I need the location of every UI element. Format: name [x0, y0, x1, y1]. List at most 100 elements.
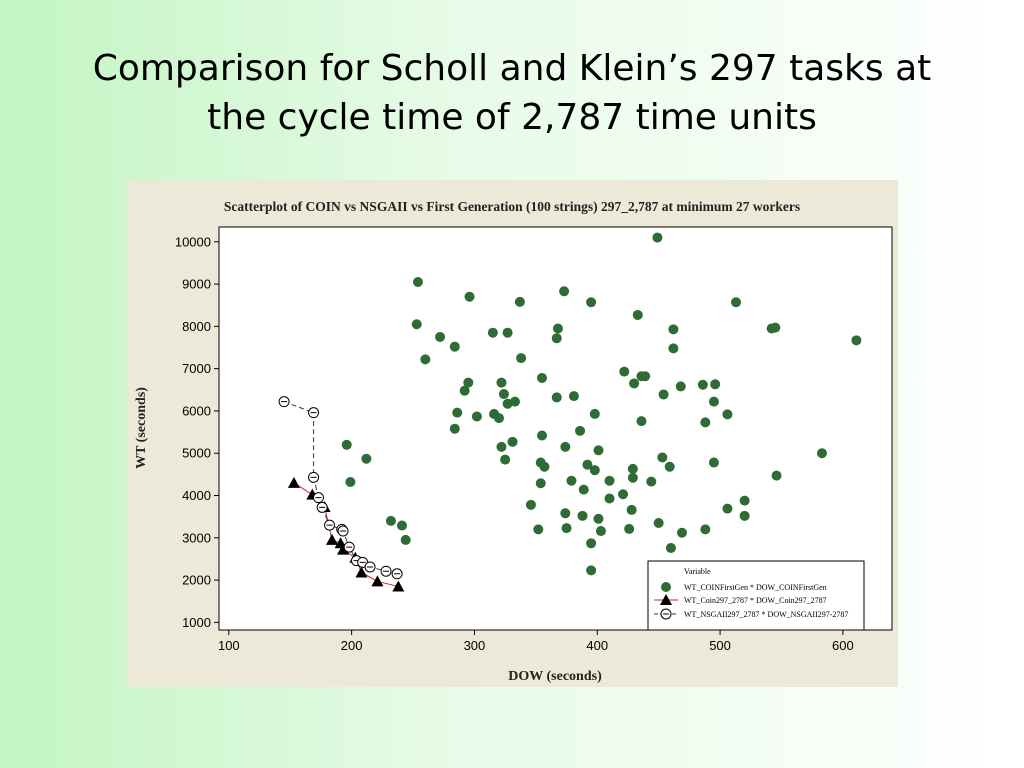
- point-coin-first-gen: [385, 515, 396, 526]
- point-coin-first-gen: [627, 472, 638, 483]
- y-tick-label: 1000: [182, 615, 211, 630]
- point-coin-first-gen: [657, 452, 668, 463]
- point-coin-first-gen: [593, 513, 604, 524]
- point-coin-first-gen: [507, 436, 518, 447]
- legend-label-nsgaii: WT_NSGAII297_2787 * DOW_NSGAII297-2787: [684, 610, 848, 619]
- y-tick-label: 6000: [182, 403, 211, 418]
- point-coin-first-gen: [494, 413, 505, 424]
- point-coin-first-gen: [816, 448, 827, 459]
- point-coin-first-gen: [595, 526, 606, 537]
- point-coin-first-gen: [604, 493, 615, 504]
- point-coin-first-gen: [731, 297, 742, 308]
- point-coin-first-gen: [471, 411, 482, 422]
- point-coin-first-gen: [739, 510, 750, 521]
- point-coin-first-gen: [770, 322, 781, 333]
- point-coin-first-gen: [675, 381, 686, 392]
- y-tick-label: 9000: [182, 277, 211, 292]
- point-coin-first-gen: [627, 463, 638, 474]
- slide-title: Comparison for Scholl and Klein’s 297 ta…: [60, 44, 964, 142]
- point-coin-first-gen: [593, 445, 604, 456]
- legend-label-coin-first-gen: WT_COINFirstGen * DOW_COINFirstGen: [684, 583, 827, 592]
- point-coin-first-gen: [560, 441, 571, 452]
- point-coin-first-gen: [604, 475, 615, 486]
- point-coin-first-gen: [551, 392, 562, 403]
- point-coin-first-gen: [636, 416, 647, 427]
- point-coin-first-gen: [535, 478, 546, 489]
- point-coin-first-gen: [551, 333, 562, 344]
- point-coin-first-gen: [539, 461, 550, 472]
- point-coin-first-gen: [516, 353, 527, 364]
- legend-symbol: [661, 582, 671, 592]
- point-coin-first-gen: [412, 276, 423, 287]
- axes: 100 200 300 400 500 600 1000 2000 3000 4000 5000 60…: [175, 234, 854, 653]
- point-coin-first-gen: [582, 459, 593, 470]
- point-coin-first-gen: [435, 331, 446, 342]
- point-coin-first-gen: [640, 371, 651, 382]
- point-coin-first-gen: [589, 465, 600, 476]
- point-coin-first-gen: [632, 309, 643, 320]
- point-coin-first-gen: [652, 232, 663, 243]
- x-tick-label: 600: [832, 638, 854, 653]
- point-coin-first-gen: [514, 296, 525, 307]
- point-coin-first-gen: [586, 565, 597, 576]
- point-coin-first-gen: [700, 524, 711, 535]
- point-coin-first-gen: [722, 409, 733, 420]
- data-points: [278, 232, 862, 592]
- point-coin-first-gen: [449, 341, 460, 352]
- point-coin-first-gen: [697, 379, 708, 390]
- point-coin: [355, 566, 368, 578]
- point-coin-first-gen: [586, 538, 597, 549]
- point-coin-first-gen: [629, 378, 640, 389]
- point-coin-first-gen: [552, 323, 563, 334]
- point-nsgaii: [364, 561, 376, 573]
- point-coin-first-gen: [739, 495, 750, 506]
- point-coin-first-gen: [575, 425, 586, 436]
- y-tick-label: 7000: [182, 361, 211, 376]
- x-tick-label: 500: [709, 638, 731, 653]
- point-coin-first-gen: [561, 523, 572, 534]
- x-tick-label: 300: [464, 638, 486, 653]
- point-coin-first-gen: [708, 396, 719, 407]
- point-coin-first-gen: [449, 423, 460, 434]
- point-coin-first-gen: [487, 327, 498, 338]
- x-tick-label: 200: [341, 638, 363, 653]
- y-tick-label: 5000: [182, 446, 211, 461]
- point-nsgaii: [308, 471, 320, 483]
- point-nsgaii: [380, 565, 392, 577]
- point-coin-first-gen: [665, 542, 676, 553]
- point-coin-first-gen: [464, 291, 475, 302]
- y-tick-label: 2000: [182, 573, 211, 588]
- point-coin-first-gen: [646, 476, 657, 487]
- point-coin-first-gen: [500, 454, 511, 465]
- slide-title-line-2: the cycle time of 2,787 time units: [207, 97, 817, 138]
- chart-title: Scatterplot of COIN vs NSGAII vs First G…: [224, 199, 800, 214]
- x-axis-label: DOW (seconds): [508, 669, 602, 684]
- point-coin-first-gen: [578, 484, 589, 495]
- point-coin: [337, 543, 350, 555]
- point-nsgaii: [316, 501, 328, 513]
- point-coin-first-gen: [668, 324, 679, 335]
- point-coin: [325, 533, 338, 545]
- point-coin-first-gen: [411, 319, 422, 330]
- point-coin-first-gen: [400, 534, 411, 545]
- point-coin-first-gen: [420, 354, 431, 365]
- point-coin-first-gen: [668, 343, 679, 354]
- legend-title: Variable: [684, 567, 711, 576]
- point-coin-first-gen: [619, 366, 630, 377]
- legend-symbol: [660, 594, 672, 605]
- point-coin-first-gen: [459, 385, 470, 396]
- point-coin-first-gen: [589, 408, 600, 419]
- point-coin-first-gen: [496, 377, 507, 388]
- point-coin-first-gen: [345, 476, 356, 487]
- chart-panel: Scatterplot of COIN vs NSGAII vs First G…: [127, 180, 898, 687]
- point-coin-first-gen: [624, 523, 635, 534]
- point-coin-first-gen: [771, 470, 782, 481]
- slide-title-line-1: Comparison for Scholl and Klein’s 297 ta…: [92, 48, 932, 89]
- point-nsgaii: [312, 492, 324, 504]
- point-coin-first-gen: [502, 327, 513, 338]
- point-coin-first-gen: [626, 504, 637, 515]
- point-coin-first-gen: [566, 475, 577, 486]
- point-nsgaii: [343, 541, 355, 553]
- y-tick-label: 3000: [182, 530, 211, 545]
- point-coin: [287, 476, 300, 488]
